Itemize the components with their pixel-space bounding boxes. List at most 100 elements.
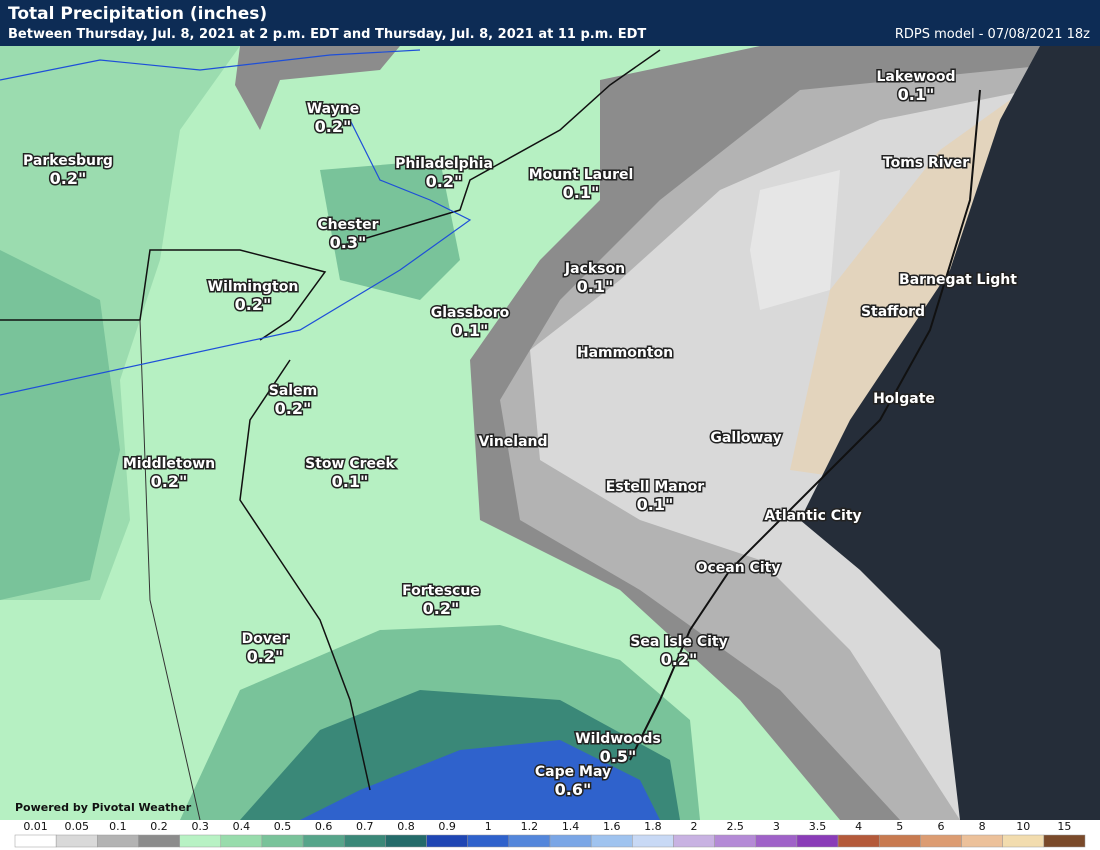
place-name: Vineland (478, 434, 547, 450)
place-value: 0.1" (332, 472, 369, 491)
place-name: Stow Creek (305, 456, 395, 472)
legend-label: 1.2 (521, 820, 539, 833)
place-name: Wayne (307, 101, 360, 117)
place-name: Philadelphia (395, 156, 493, 172)
legend-swatch (1043, 834, 1086, 848)
place-value: 0.2" (661, 650, 698, 669)
title: Total Precipitation (inches) (8, 4, 268, 24)
place-value: 0.2" (315, 117, 352, 136)
color-legend: 0.01 0.05 0.1 0.2 0.3 0.4 0.5 0.6 0.7 0.8 0.9 1 1.2 1… (14, 820, 1086, 848)
legend-label: 0.9 (438, 820, 456, 833)
place-name: Cape May (535, 764, 611, 780)
place-value: 0.2" (426, 172, 463, 191)
boundary (139, 319, 201, 821)
place-name: Estell Manor (606, 479, 705, 495)
ocean (800, 46, 1100, 820)
legend-label: 3 (773, 820, 780, 833)
subtitle: Between Thursday, Jul. 8, 2021 at 2 p.m.… (8, 27, 647, 42)
map: Lakewood0.1"Wayne0.2"Parkesburg0.2"Phila… (0, 46, 1100, 821)
shade-area (235, 46, 400, 130)
credit: Powered by Pivotal Weather (15, 801, 192, 814)
legend-swatch (755, 834, 798, 848)
place-value: 0.3" (330, 233, 367, 252)
place-name: Atlantic City (764, 508, 861, 524)
place-value: 0.5" (600, 747, 637, 766)
legend-label: 1.4 (562, 820, 580, 833)
place-value: 0.6" (555, 780, 592, 799)
legend-swatch (549, 834, 592, 848)
legend-label: 1 (485, 820, 492, 833)
legend-swatch (878, 834, 921, 848)
legend-swatch (673, 834, 715, 848)
place-value: 0.1" (452, 321, 489, 340)
legend-label: 5 (896, 820, 903, 833)
legend-swatch (220, 834, 263, 848)
legend-swatch (302, 834, 345, 848)
legend-swatch (179, 834, 222, 848)
legend-label: 0.05 (64, 820, 89, 833)
legend-label: 10 (1016, 820, 1030, 833)
place-value: 0.2" (275, 399, 312, 418)
place-name: Wilmington (208, 279, 299, 295)
legend-swatch (343, 834, 386, 848)
header: Total Precipitation (inches) Between Thu… (0, 0, 1100, 46)
legend-label: 6 (937, 820, 944, 833)
legend-label: 0.1 (109, 820, 127, 833)
boundary (359, 49, 661, 241)
coastline (239, 359, 371, 791)
legend-label: 0.4 (233, 820, 251, 833)
shade-area (750, 170, 840, 310)
legend-swatch (1002, 834, 1045, 848)
legend-label: 4 (855, 820, 862, 833)
coastline (629, 89, 981, 761)
place-name: Glassboro (431, 305, 510, 321)
place-name: Ocean City (696, 560, 781, 576)
legend-swatch (138, 834, 180, 848)
place-name: Barnegat Light (899, 272, 1017, 288)
legend-swatch (961, 834, 1003, 848)
place-name: Holgate (873, 391, 935, 407)
legend-label: 0.5 (274, 820, 292, 833)
legend-swatch (714, 834, 757, 848)
place-name: Stafford (861, 304, 925, 320)
shade-area (300, 740, 660, 820)
shade-area (320, 160, 460, 300)
place-name: Toms River (883, 155, 969, 171)
legend-swatch (796, 834, 839, 848)
legend-swatch (920, 834, 962, 848)
legend-swatch (467, 834, 510, 848)
legend-label: 2 (691, 820, 698, 833)
place-name: Middletown (123, 456, 215, 472)
legend-label: 15 (1057, 820, 1071, 833)
place-name: Dover (242, 631, 289, 647)
place-name: Jackson (564, 261, 625, 277)
shade-area (0, 250, 120, 600)
legend-swatch (426, 834, 468, 848)
legend-label: 0.7 (356, 820, 374, 833)
legend-swatch (14, 834, 57, 848)
place-value: 0.1" (898, 85, 935, 104)
shade-area (790, 100, 1020, 480)
place-value: 0.2" (151, 472, 188, 491)
place-name: Fortescue (402, 583, 480, 599)
legend-label: 1.6 (603, 820, 621, 833)
place-name: Salem (269, 383, 317, 399)
legend-swatch (508, 834, 551, 848)
legend-swatch (55, 834, 98, 848)
place-value: 0.2" (235, 295, 272, 314)
place-value: 0.2" (50, 169, 87, 188)
legend-swatch (632, 834, 674, 848)
place-value: 0.2" (247, 647, 284, 666)
place-name: Mount Laurel (529, 167, 634, 183)
place-name: Parkesburg (23, 153, 113, 169)
legend-swatch (97, 834, 139, 848)
legend-swatch (261, 834, 304, 848)
legend-label: 8 (979, 820, 986, 833)
model-label: RDPS model - 07/08/2021 18z (894, 27, 1090, 42)
place-name: Sea Isle City (630, 634, 728, 650)
place-name: Lakewood (877, 69, 956, 85)
legend-label: 0.6 (315, 820, 333, 833)
place-name: Wildwoods (575, 731, 661, 747)
place-value: 0.2" (423, 599, 460, 618)
legend-swatch (837, 834, 880, 848)
